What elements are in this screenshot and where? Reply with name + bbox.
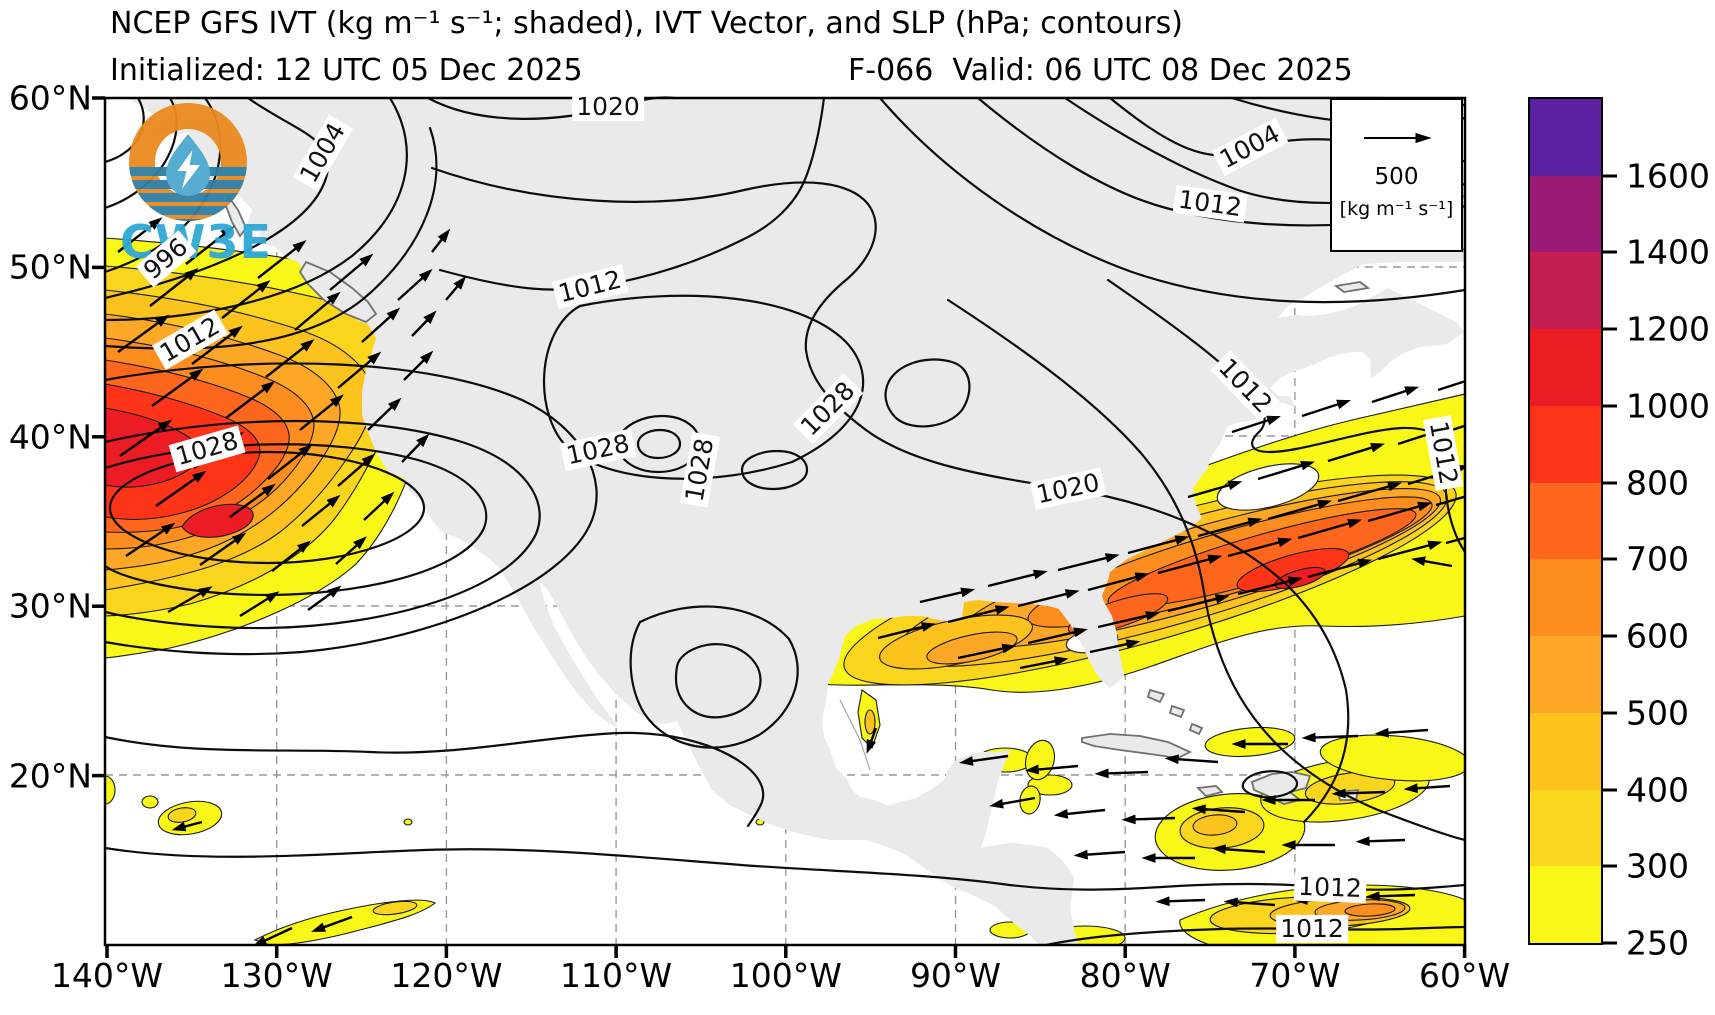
colorbar-tick-label: 1200 [1626, 309, 1710, 349]
colorbar-segment [1530, 251, 1601, 330]
y-axis-tick-label: 20°N [8, 756, 92, 796]
colorbar-segment [1530, 635, 1601, 713]
colorbar-tick-label: 700 [1626, 539, 1689, 579]
y-axis-tick-label: 60°N [8, 78, 92, 118]
colorbar-tick-label: 500 [1626, 693, 1689, 733]
colorbar-segment [1530, 405, 1601, 483]
colorbar-segment [1530, 328, 1601, 406]
x-axis-tick-label: 130°W [220, 956, 333, 995]
x-axis-tick-label: 120°W [390, 956, 503, 995]
x-axis-tick-label: 110°W [560, 956, 673, 995]
lightning-bolt-icon [177, 150, 200, 189]
colorbar [1528, 97, 1603, 945]
colorbar-tick-label: 800 [1626, 463, 1689, 503]
colorbar-segment [1530, 865, 1601, 943]
x-axis-tick-label: 70°W [1249, 956, 1341, 995]
forecast-valid-label: F-066 Valid: 06 UTC 08 Dec 2025 [848, 53, 1353, 88]
reference-vector-value: 500 [1374, 164, 1419, 190]
colorbar-segment [1530, 482, 1601, 560]
colorbar-tick-label: 1000 [1626, 386, 1710, 426]
colorbar-tick [1603, 327, 1617, 331]
axis-ticks [92, 96, 1467, 958]
x-axis-tick-label: 60°W [1419, 956, 1511, 995]
reference-arrow-icon [1364, 132, 1432, 144]
y-axis-tick-label: 50°N [8, 247, 92, 287]
chart-title: NCEP GFS IVT (kg m⁻¹ s⁻¹; shaded), IVT V… [110, 6, 1183, 41]
colorbar-tick-label: 300 [1626, 846, 1689, 886]
colorbar-tick-label: 600 [1626, 616, 1689, 656]
colorbar-segment [1530, 712, 1601, 790]
colorbar-segment [1530, 558, 1601, 637]
colorbar-tick-label: 250 [1626, 923, 1689, 963]
colorbar-tick [1603, 174, 1617, 178]
x-axis-tick-label: 100°W [729, 956, 842, 995]
ivt-shading [105, 228, 1465, 945]
colorbar-tick [1603, 250, 1617, 254]
slp-contour-label: 1020 [572, 92, 644, 122]
logo-ring-icon [128, 102, 248, 222]
colorbar-tick [1603, 404, 1617, 408]
colorbar-segment [1530, 789, 1601, 867]
y-axis-tick-label: 30°N [8, 586, 92, 626]
colorbar-tick-label: 1600 [1626, 156, 1710, 196]
colorbar-tick [1603, 481, 1617, 485]
x-axis-tick-label: 90°W [909, 956, 1002, 995]
colorbar-tick [1603, 788, 1617, 792]
colorbar-tick [1603, 711, 1617, 715]
slp-contour-label: 1012 [1276, 914, 1348, 944]
colorbar-tick [1603, 941, 1617, 945]
x-axis-tick-label: 140°W [50, 956, 164, 995]
colorbar-tick-label: 400 [1626, 770, 1689, 810]
colorbar-segment [1530, 98, 1601, 176]
y-axis-tick-label: 40°N [8, 417, 92, 457]
colorbar-tick-label: 1400 [1626, 232, 1710, 272]
slp-contour-label: 1012 [1293, 872, 1367, 904]
initialized-label: Initialized: 12 UTC 05 Dec 2025 [110, 53, 583, 88]
reference-vector-box: 500 [kg m⁻¹ s⁻¹] [1330, 98, 1463, 252]
colorbar-tick [1603, 634, 1617, 638]
colorbar-tick [1603, 864, 1617, 868]
reference-vector-units: [kg m⁻¹ s⁻¹] [1339, 198, 1454, 220]
colorbar-tick [1603, 557, 1617, 561]
x-axis-tick-label: 80°W [1079, 956, 1171, 995]
colorbar-segment [1530, 175, 1601, 253]
